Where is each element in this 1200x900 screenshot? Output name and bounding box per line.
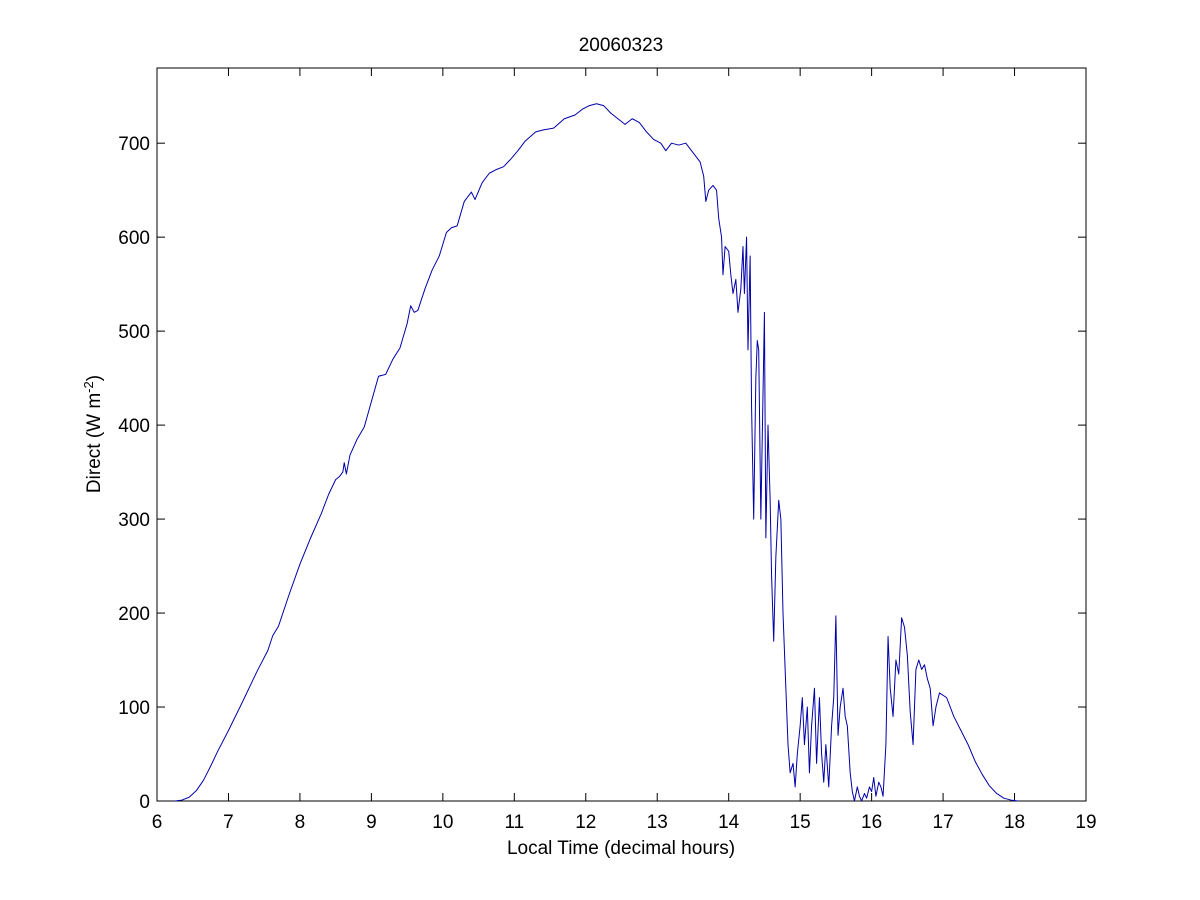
- x-axis-label: Local Time (decimal hours): [507, 838, 735, 859]
- x-tick-label: 7: [223, 812, 234, 833]
- y-axis-label: Direct (W m-2): [81, 375, 106, 493]
- plot-area: 6 7 8 9 10 11 12 13 14 15 16 17 18 19 0 100 200 300 400 50…: [118, 67, 1097, 833]
- x-tick-label: 17: [933, 812, 954, 833]
- chart-title: 20060323: [579, 35, 664, 56]
- x-tick-label: 6: [152, 812, 163, 833]
- y-tick-label: 300: [118, 510, 150, 531]
- y-tick-label: 100: [118, 698, 150, 719]
- x-tick-label: 13: [647, 812, 668, 833]
- y-axis-label-exponent: -2: [81, 381, 96, 393]
- y-tick-label: 500: [118, 322, 150, 343]
- x-axis-ticks: 6 7 8 9 10 11 12 13 14 15 16 17 18 19: [152, 68, 1097, 833]
- x-tick-label: 9: [366, 812, 377, 833]
- y-tick-label: 400: [118, 416, 150, 437]
- y-axis-label-prefix: Direct (W m: [84, 393, 105, 493]
- x-tick-label: 11: [504, 812, 524, 833]
- x-tick-label: 16: [861, 812, 882, 833]
- series-line-direct: [174, 103, 1019, 802]
- x-tick-label: 19: [1075, 812, 1096, 833]
- x-tick-label: 12: [575, 812, 596, 833]
- x-tick-label: 18: [1004, 812, 1025, 833]
- x-tick-label: 8: [295, 812, 306, 833]
- y-axis-label-suffix: ): [84, 375, 105, 381]
- series-group: [174, 103, 1019, 802]
- y-tick-label: 0: [139, 792, 150, 813]
- x-tick-label: 15: [790, 812, 811, 833]
- x-tick-label: 14: [718, 812, 740, 833]
- y-tick-label: 600: [118, 228, 150, 249]
- y-axis-ticks: 0 100 200 300 400 500 600 700: [118, 134, 1086, 813]
- axes-box: [156, 67, 1087, 802]
- y-tick-label: 200: [118, 604, 150, 625]
- x-tick-label: 10: [432, 812, 453, 833]
- y-tick-label: 700: [118, 134, 150, 155]
